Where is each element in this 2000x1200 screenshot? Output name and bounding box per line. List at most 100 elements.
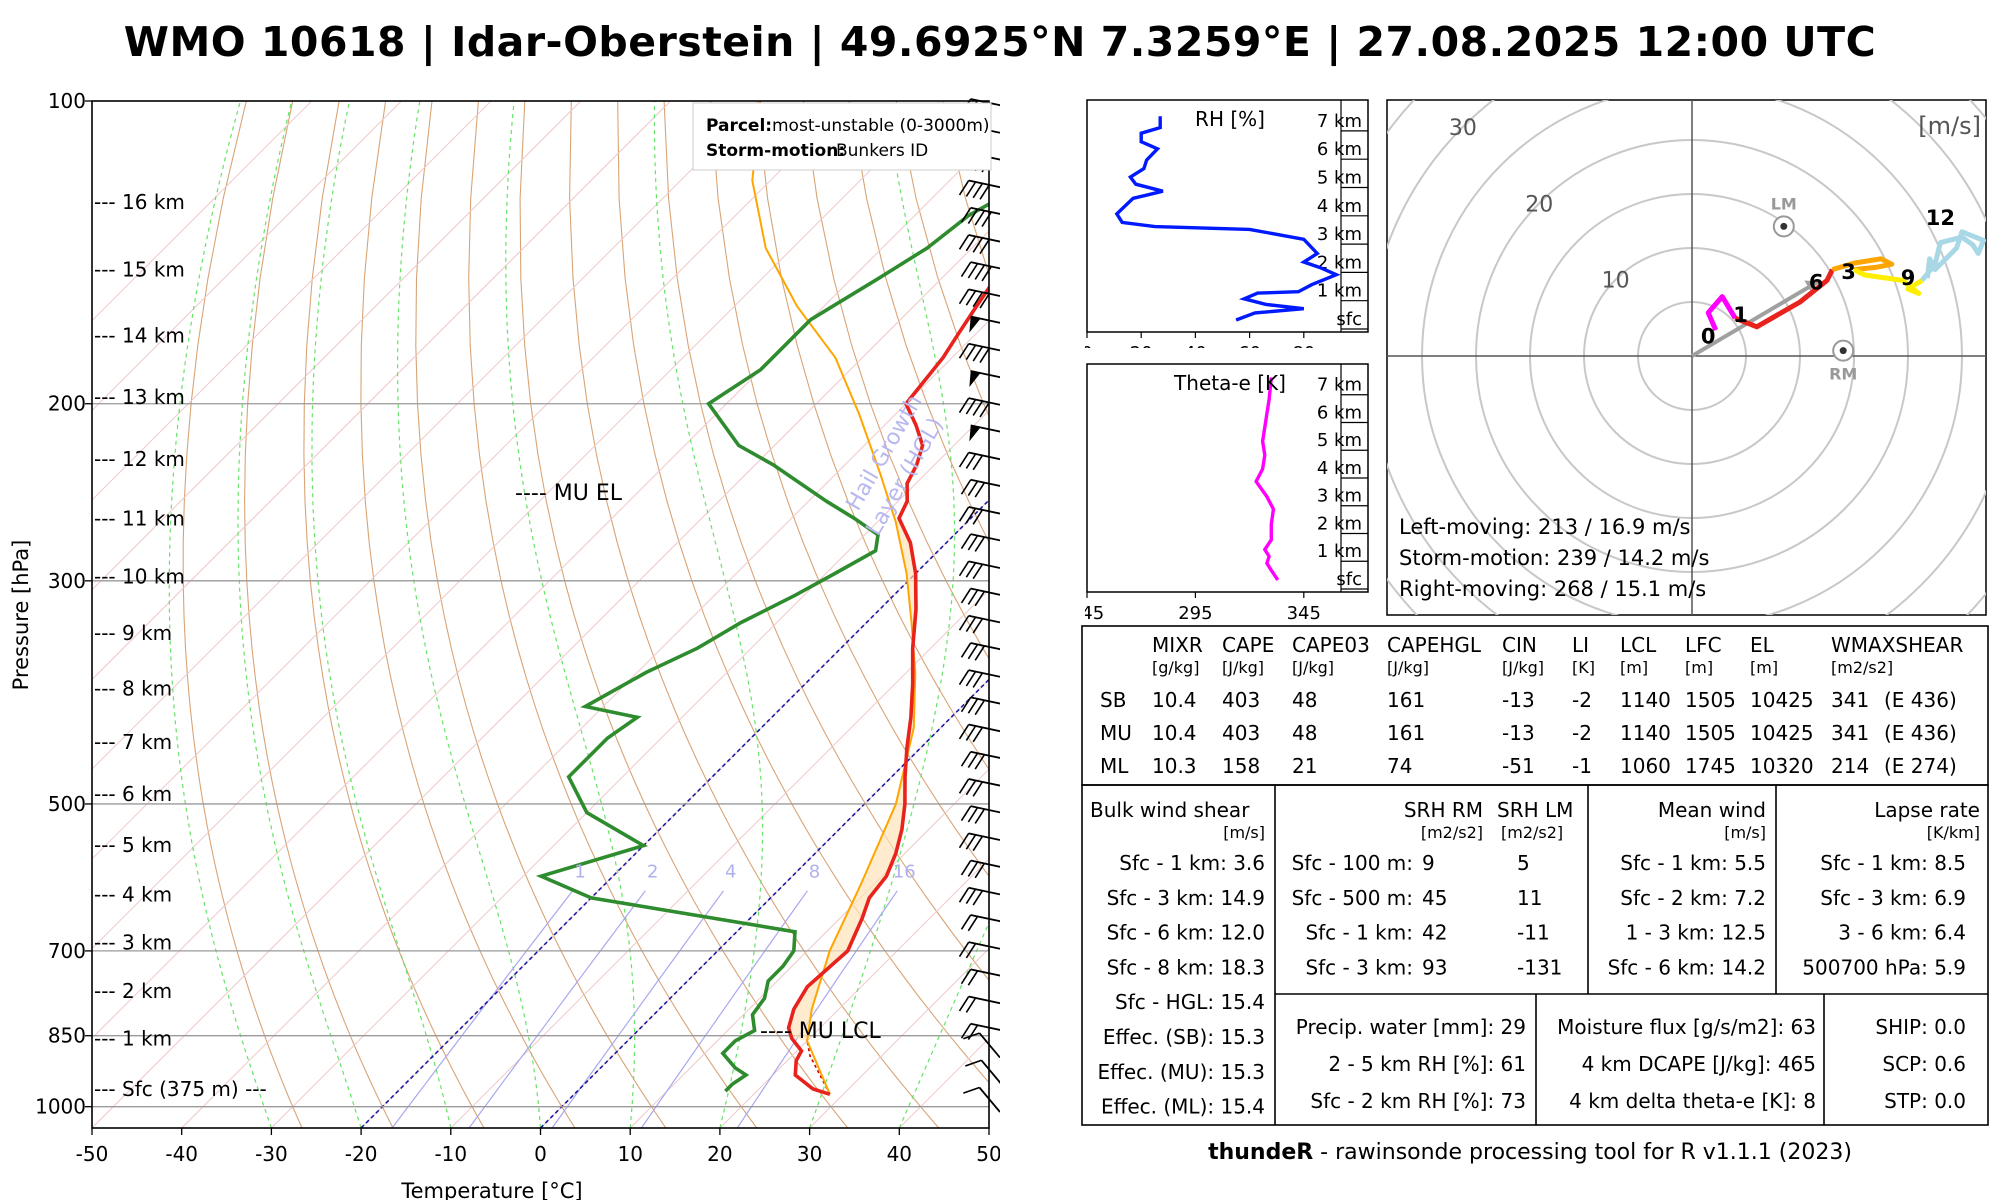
profile-y-label: 3 km xyxy=(1317,224,1362,245)
wind-barb xyxy=(958,995,1000,1013)
wind-barb xyxy=(960,805,1000,824)
wind-barb xyxy=(958,614,1000,634)
parcel-col-header: LCL xyxy=(1620,633,1657,657)
parcel-cell: (E 274) xyxy=(1884,754,1957,778)
profile-y-label: 4 km xyxy=(1317,196,1362,217)
parcel-line xyxy=(751,101,917,1095)
dry-adiabat xyxy=(802,101,989,660)
hodo-height-label: 1 xyxy=(1733,303,1748,327)
skewt-chart: 1 2 4 8 16 -50 -40 -30 -20 -10 0 10 20 30 40 50 100 200 30… xyxy=(9,89,1000,1200)
wind-barb xyxy=(960,914,1000,932)
wind-barb xyxy=(963,1032,1000,1059)
parcel-cell: -51 xyxy=(1502,754,1535,778)
dry-adiabat xyxy=(849,101,989,544)
height-label: --- 8 km xyxy=(94,677,172,701)
wind-barb xyxy=(960,206,1000,227)
footer-app: thundeR xyxy=(1208,1140,1314,1165)
parcel-col-unit: [m] xyxy=(1685,658,1713,677)
wind-barb xyxy=(960,478,1000,498)
bulk-shear-row: Sfc - 3 km: 14.9 xyxy=(1107,886,1265,910)
flux-row: Moisture flux [g/s/m2]: 63 xyxy=(1557,1015,1816,1039)
moist-adiabat xyxy=(809,101,956,1128)
srh-lm-value: -11 xyxy=(1517,921,1550,945)
profile-y-label: 5 km xyxy=(1317,430,1362,451)
dry-adiabat xyxy=(468,101,758,1128)
x-tick-label: 10 xyxy=(617,1142,642,1166)
srh-rm-unit: [m2/s2] xyxy=(1421,823,1483,842)
height-label: --- 4 km xyxy=(94,882,172,906)
x-tick-label: -50 xyxy=(76,1142,109,1166)
isotherm xyxy=(92,101,671,681)
parcel-cell: 403 xyxy=(1222,721,1260,745)
lapse-rate-header: Lapse rate xyxy=(1874,798,1980,822)
moist-adiabat xyxy=(237,101,362,1128)
dry-adiabat xyxy=(519,101,849,1128)
srh-rm-header: SRH RM xyxy=(1404,798,1483,822)
dry-adiabat xyxy=(303,101,485,1128)
profile-y-label: 5 km xyxy=(1317,168,1362,189)
height-label: --- 13 km xyxy=(94,385,185,409)
profile-x-label: 60 xyxy=(1238,343,1261,348)
x-tick-label: 30 xyxy=(797,1142,822,1166)
parcel-cell: MU xyxy=(1100,721,1132,745)
hodo-height-label: 3 xyxy=(1841,260,1856,284)
legend-storm-value: Bunkers ID xyxy=(836,141,928,161)
isotherm xyxy=(92,101,851,860)
dry-adiabat xyxy=(244,101,394,1128)
wind-barb xyxy=(960,696,1000,716)
parcel-cell: 48 xyxy=(1292,688,1317,712)
isotherm xyxy=(92,101,761,770)
y-tick-label: 500 xyxy=(48,792,86,816)
srh-lm-value: 5 xyxy=(1517,851,1530,875)
wind-barb xyxy=(960,642,1000,661)
bulk-shear-row: Effec. (MU): 15.3 xyxy=(1097,1060,1265,1084)
isotherm xyxy=(360,499,989,1128)
profile-y-label: sfc xyxy=(1336,309,1362,330)
parcel-col-header: MIXR xyxy=(1152,633,1203,657)
parcel-col-unit: [J/kg] xyxy=(1387,658,1429,677)
bulk-shear-row: Sfc - HGL: 15.4 xyxy=(1115,990,1265,1014)
moist-adiabat xyxy=(653,101,764,1128)
height-label: --- 5 km xyxy=(94,833,172,857)
chart-title: WMO 10618 | Idar-Oberstein | 49.6925°N 7… xyxy=(123,18,1877,66)
hodo-trace xyxy=(1852,267,1924,296)
rh-panel: sfc 1 km 2 km 3 km 4 km 5 km 6 km 7 km 0 20 40 60 80… xyxy=(1085,99,1369,348)
parcel-cell: -2 xyxy=(1572,721,1592,745)
bulk-shear-header: Bulk wind shear xyxy=(1090,798,1250,822)
parcel-col-unit: [m2/s2] xyxy=(1831,658,1893,677)
bulk-shear-row: Sfc - 6 km: 12.0 xyxy=(1107,921,1265,945)
storm-marker-label: RM xyxy=(1829,365,1857,384)
y-tick-label: 700 xyxy=(48,939,86,963)
moist-adiabat xyxy=(311,101,452,1128)
mixing-ratio-line xyxy=(551,890,724,1128)
isotherm xyxy=(809,947,989,1128)
parcel-cell: 10425 xyxy=(1750,688,1814,712)
x-tick-label: 0 xyxy=(534,1142,547,1166)
parcel-cell: 1505 xyxy=(1685,688,1736,712)
wind-barb xyxy=(958,342,1000,363)
y-tick-label: 1000 xyxy=(35,1095,86,1119)
height-label: --- Sfc (375 m) --- xyxy=(94,1077,267,1101)
storm-marker-label: LM xyxy=(1771,194,1797,213)
dry-adiabat xyxy=(415,101,667,1128)
height-label: --- 15 km xyxy=(94,257,185,281)
mixing-ratio-line xyxy=(640,890,808,1128)
hgl-isotherm xyxy=(360,498,989,1128)
parcel-col-header: CIN xyxy=(1502,633,1537,657)
parcel-cell: ML xyxy=(1100,754,1129,778)
parcel-cell: 10.3 xyxy=(1152,754,1197,778)
wind-barb xyxy=(958,669,1000,688)
storm-marker-dot xyxy=(1780,222,1788,230)
profile-x-label: 245 xyxy=(1085,603,1104,622)
mixing-ratio-line xyxy=(391,890,574,1128)
dry-adiabat xyxy=(569,101,940,1128)
isotherm xyxy=(92,101,492,501)
storm-marker-dot xyxy=(1839,347,1847,355)
legend-parcel-key: Parcel: xyxy=(706,116,772,136)
bulk-shear-unit: [m/s] xyxy=(1223,823,1265,842)
srh-lm-header: SRH LM xyxy=(1497,798,1573,822)
parcel-col-header: EL xyxy=(1750,633,1775,657)
mean-wind-unit: [m/s] xyxy=(1724,823,1766,842)
wind-barb xyxy=(960,859,1000,879)
height-label: --- 3 km xyxy=(94,931,172,955)
